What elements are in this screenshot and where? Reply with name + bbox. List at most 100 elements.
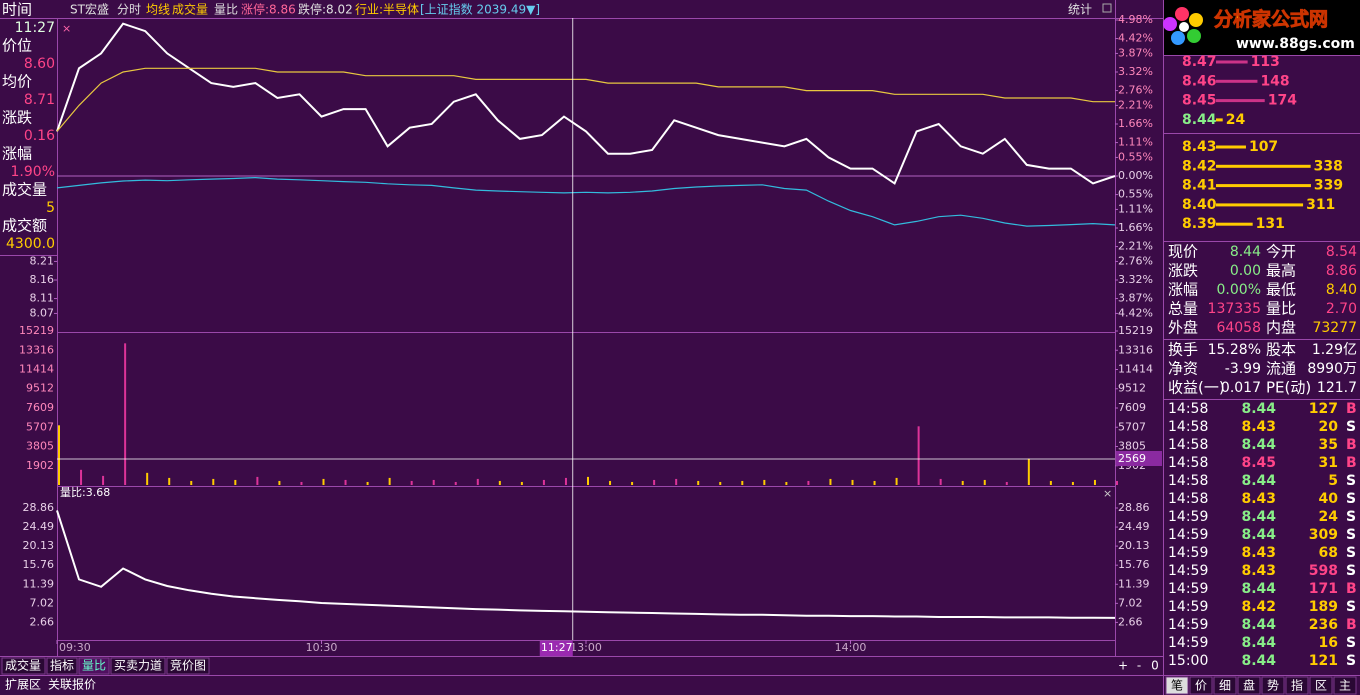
window-button[interactable]	[1102, 3, 1112, 13]
side-tab[interactable]	[1309, 676, 1333, 695]
footer-tab[interactable]: 扩展区	[5, 678, 41, 692]
y-tick-label-left: 8.16	[30, 273, 55, 286]
trade-side: S	[1346, 491, 1356, 507]
tab[interactable]	[110, 657, 166, 675]
order-volume-bar	[1216, 118, 1223, 122]
volume-bar	[168, 477, 171, 485]
tab[interactable]	[78, 657, 110, 675]
y-tick-label: 1.11%	[1118, 136, 1153, 149]
volume-bar	[807, 480, 810, 485]
close-mark[interactable]: ×	[1103, 487, 1112, 500]
volume-bar	[124, 343, 127, 485]
order-volume: 148	[1260, 73, 1289, 89]
quote-label: 净资	[1168, 360, 1198, 378]
tab[interactable]	[166, 657, 210, 675]
quote-label: 涨跌	[1168, 262, 1198, 280]
side-tab-label[interactable]: 区	[1315, 679, 1327, 693]
tab-label[interactable]: 指标	[50, 658, 74, 673]
volume-bar	[432, 479, 435, 485]
side-tab[interactable]	[1261, 676, 1285, 695]
y-tick-label: 0.55%	[1118, 188, 1153, 201]
volume-bar	[564, 477, 567, 485]
volume-bar	[322, 478, 325, 485]
side-tab-label[interactable]: 价	[1195, 679, 1207, 693]
top-bar-item[interactable]: [上证指数 2039.49▼]	[420, 2, 540, 17]
top-bar-item[interactable]: 量比	[214, 3, 238, 17]
side-tab-label[interactable]: 笔	[1171, 678, 1183, 693]
trade-time: 14:59	[1168, 581, 1208, 597]
trade-time: 14:58	[1168, 401, 1208, 417]
tab[interactable]	[1, 657, 46, 675]
quote-label: PE(动)	[1266, 379, 1311, 397]
top-bar-item[interactable]: 均线	[146, 3, 170, 17]
volume-bar	[366, 481, 369, 485]
quote-label: 量比	[1266, 300, 1296, 318]
stats-button[interactable]: 统计	[1068, 3, 1092, 17]
trade-volume: 598	[1309, 563, 1338, 579]
top-bar-item[interactable]: 成交量	[172, 2, 208, 17]
y-tick-label-left: 3805	[26, 439, 54, 452]
side-tab[interactable]	[1189, 676, 1213, 695]
top-bar-item[interactable]: 行业:半导体	[355, 3, 419, 17]
zoom-button[interactable]: -	[1137, 659, 1141, 673]
order-volume: 107	[1249, 139, 1278, 155]
top-bar-item[interactable]: 跌停:8.02	[298, 2, 353, 17]
quote-label: 收益(一)	[1168, 379, 1225, 397]
volume-bar	[476, 478, 479, 485]
top-bar-item[interactable]: 分时	[117, 3, 141, 17]
y-tick-label: 2.66	[1118, 615, 1143, 628]
y-tick-label: 5707	[1118, 420, 1146, 433]
volume-bar	[520, 481, 523, 485]
logo-bg	[1164, 0, 1360, 55]
cursor-value: 2569	[1118, 452, 1146, 465]
zoom-button[interactable]: 0	[1151, 659, 1159, 673]
cursor-value-box	[1116, 451, 1162, 467]
trade-price: 8.44	[1241, 401, 1276, 417]
volume-bar	[410, 480, 413, 485]
side-tab[interactable]	[1237, 676, 1261, 695]
volume-bar	[1049, 480, 1052, 485]
side-tab-label[interactable]: 势	[1267, 679, 1279, 693]
trade-side: B	[1346, 401, 1357, 417]
side-tab[interactable]	[1285, 676, 1309, 695]
volume-bar	[190, 480, 193, 485]
side-tab-label[interactable]: 指	[1291, 678, 1303, 693]
info-value: 1.90%	[11, 164, 55, 180]
volume-bar	[454, 481, 457, 485]
volume-bar	[234, 479, 237, 485]
tab-label[interactable]: 成交量	[5, 658, 41, 673]
logo-url: www.88gs.com	[1236, 36, 1355, 52]
tab-label[interactable]: 量比	[82, 659, 106, 673]
y-tick-label-left: 8.21	[30, 254, 55, 267]
quote-label: 内盘	[1266, 319, 1296, 337]
top-bar-item[interactable]: 涨停:8.86	[241, 2, 296, 17]
y-tick-label: 4.42%	[1118, 32, 1153, 45]
top-bar-item[interactable]: ST宏盛	[70, 2, 109, 17]
y-tick-label: 1.66%	[1118, 221, 1153, 234]
trade-side: S	[1346, 635, 1356, 651]
tab[interactable]	[46, 657, 78, 675]
order-volume: 131	[1256, 216, 1285, 232]
trade-side: B	[1346, 437, 1357, 453]
trade-side: B	[1346, 581, 1357, 597]
side-tab-label[interactable]: 细	[1219, 679, 1231, 693]
side-tab-label[interactable]: 主	[1339, 679, 1351, 693]
y-tick-label-left: 15.76	[23, 558, 55, 571]
cursor-time: 11:27	[541, 641, 573, 654]
tab-label[interactable]: 买卖力道	[114, 659, 162, 673]
zoom-button[interactable]: +	[1118, 659, 1128, 673]
side-tab-label[interactable]: 盘	[1243, 678, 1255, 693]
trade-time: 14:59	[1168, 563, 1208, 579]
y-tick-label: 7.02	[1118, 596, 1143, 609]
tab-label[interactable]: 竞价图	[170, 659, 206, 673]
footer-tab[interactable]: 关联报价	[48, 677, 96, 692]
volume-bar	[609, 480, 612, 485]
side-tab[interactable]	[1333, 676, 1357, 695]
trade-volume: 189	[1309, 599, 1338, 615]
side-tab[interactable]	[1213, 676, 1237, 695]
side-tab[interactable]	[1165, 676, 1189, 695]
trade-price: 8.44	[1241, 527, 1276, 543]
close-mark[interactable]: ×	[62, 22, 71, 35]
